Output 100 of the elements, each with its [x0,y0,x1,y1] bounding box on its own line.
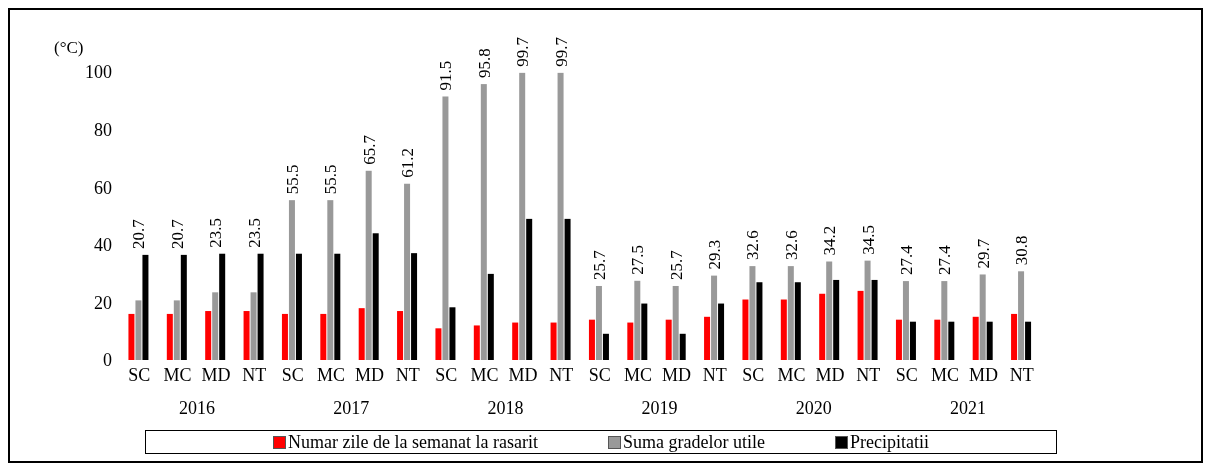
data-label: 25.7 [589,249,609,280]
bar [857,290,864,360]
data-label: 29.7 [973,238,993,269]
bar [166,313,173,360]
bar [641,303,648,360]
x-tick-label: MD [508,364,538,385]
legend-label: Suma gradelor utile [622,431,765,453]
text: 2018 [486,398,525,419]
x-tick-label: NT [856,364,881,385]
bar [948,321,955,360]
bar [243,311,250,360]
x-tick-label: MC [777,364,806,385]
bar [711,275,718,360]
legend-label: Numar zile de la semanat la rasarit [288,431,538,453]
data-label: 99.7 [513,36,533,67]
bar [142,254,149,360]
text: 2020 [794,398,833,419]
bar [250,292,257,360]
bar [672,285,679,360]
bar [1011,313,1018,360]
y-tick-label: 100 [85,62,112,83]
bar [281,313,288,360]
bar [487,273,494,360]
bar [404,183,411,360]
bar [979,274,986,360]
bar [557,72,564,360]
bar [787,266,794,360]
data-label: 32.6 [781,230,801,261]
bar [519,72,526,360]
bar [372,233,379,360]
x-tick-label: SC [281,364,304,385]
data-label: 32.6 [743,230,763,261]
x-tick-label: MC [624,364,653,385]
bar [397,311,404,360]
data-label: 23.5 [244,217,264,248]
data-label: 20.7 [167,218,187,249]
bar [665,319,672,360]
data-label: 91.5 [436,60,456,91]
bar [602,333,609,360]
bar [941,281,948,360]
x-tick-label: MD [661,364,691,385]
bar [320,313,327,360]
bar [634,280,641,360]
data-label: 99.7 [551,36,571,67]
bar [627,322,634,360]
bar [902,281,909,360]
bar [871,279,878,360]
x-tick-label: NT [242,364,267,385]
bar [564,218,571,360]
x-tick-label: NT [702,364,727,385]
data-label: 34.5 [858,224,878,255]
bar [780,299,787,360]
bar [128,313,135,360]
data-label: 30.8 [1012,235,1032,266]
bar [679,333,686,360]
bar [327,200,334,360]
bar [986,321,993,360]
bar [756,282,763,360]
bar [595,285,602,360]
legend-label: Precipitatii [849,431,929,453]
bar [833,279,840,360]
bar [972,316,979,360]
bar [288,200,295,360]
bar [826,261,833,360]
bar [334,253,341,360]
y-tick-label: 60 [94,177,112,198]
x-tick-label: SC [742,364,765,385]
bar [180,254,187,360]
x-tick-label: MD [354,364,384,385]
bar [864,260,871,360]
data-label: 25.7 [666,249,686,280]
bar [934,319,941,360]
bar [794,282,801,360]
data-label: 55.5 [321,164,341,195]
x-tick-label: NT [549,364,574,385]
bar [526,218,533,360]
x-tick-label: MC [163,364,192,385]
bar [704,316,711,360]
y-tick-label: 0 [103,350,112,371]
bar [480,84,487,360]
bar [358,308,365,360]
text: 2021 [948,398,987,419]
bar [205,311,212,360]
y-tick-label: 40 [94,235,112,256]
x-tick-label: MD [201,364,231,385]
bar [173,300,180,360]
bar [819,293,826,360]
data-label: 34.2 [820,225,840,256]
bar [550,322,557,360]
bar [909,321,916,360]
bar [212,292,219,360]
bar [588,319,595,360]
bar [411,253,418,360]
data-label: 29.3 [705,239,725,270]
data-label: 27.4 [896,244,916,276]
bar [1018,271,1025,360]
data-label: 27.4 [935,244,955,276]
y-axis-title: (°C) [54,38,84,58]
bar [449,307,456,360]
bar [365,170,372,360]
